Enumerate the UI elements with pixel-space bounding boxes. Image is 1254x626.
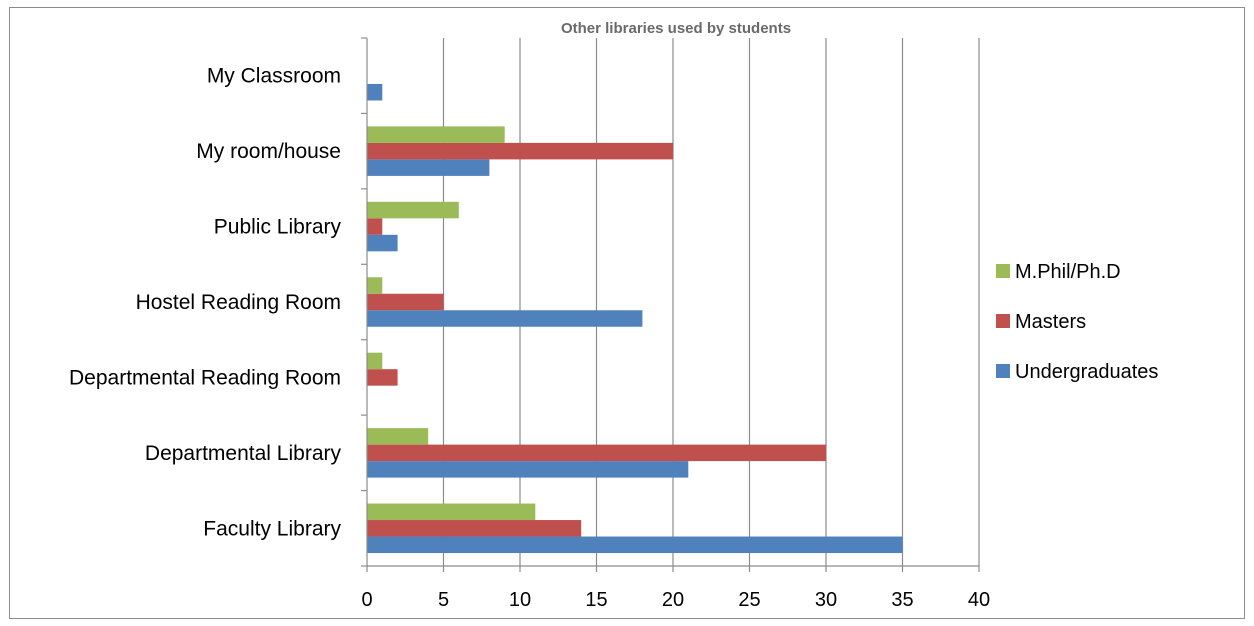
x-tick-label-0: 0 (361, 589, 372, 611)
bar-masters-departmental-library (367, 444, 826, 462)
x-tick-label-25: 25 (738, 589, 760, 611)
bar-m-phil-ph-d-departmental-reading-room (367, 352, 383, 370)
bar-masters-public-library (367, 218, 383, 235)
bar-undergraduates-hostel-reading-room (367, 310, 643, 327)
category-label-hostel-reading-room: Hostel Reading Room (136, 291, 341, 314)
legend-label-m-phil-ph-d: M.Phil/Ph.D (1015, 261, 1121, 283)
bar-m-phil-ph-d-hostel-reading-room (367, 277, 383, 294)
legend-label-undergraduates: Undergraduates (1015, 361, 1158, 383)
x-tick-label-15: 15 (585, 589, 607, 611)
bar-undergraduates-my-room-house (367, 159, 490, 176)
category-label-departmental-reading-room: Departmental Reading Room (69, 366, 341, 389)
chart-title: Other libraries used by students (561, 20, 791, 37)
legend-label-masters: Masters (1015, 311, 1086, 333)
legend-swatch-masters (996, 314, 1010, 328)
x-tick-label-35: 35 (891, 589, 913, 611)
category-label-faculty-library: Faculty Library (203, 517, 341, 540)
bar-undergraduates-departmental-library (367, 461, 689, 478)
bar-m-phil-ph-d-my-room-house (367, 126, 505, 143)
x-tick-label-20: 20 (662, 589, 684, 611)
x-tick-label-10: 10 (509, 589, 531, 611)
bar-m-phil-ph-d-faculty-library (367, 503, 536, 521)
bar-masters-faculty-library (367, 520, 582, 537)
bar-masters-departmental-reading-room (367, 369, 398, 386)
bar-masters-my-room-house (367, 142, 673, 160)
category-label-departmental-library: Departmental Library (145, 442, 342, 465)
bar-undergraduates-faculty-library (367, 536, 903, 554)
category-label-my-room-house: My room/house (196, 140, 341, 163)
x-tick-label-30: 30 (815, 589, 837, 611)
bar-m-phil-ph-d-departmental-library (367, 428, 429, 445)
category-label-my-classroom: My Classroom (207, 65, 341, 88)
x-tick-label-5: 5 (438, 589, 449, 611)
bar-masters-hostel-reading-room (367, 293, 444, 311)
category-label-public-library: Public Library (214, 216, 342, 239)
bar-undergraduates-my-classroom (367, 83, 383, 101)
bar-undergraduates-public-library (367, 234, 398, 252)
legend-swatch-undergraduates (996, 364, 1010, 378)
bar-m-phil-ph-d-public-library (367, 201, 459, 219)
x-tick-label-40: 40 (968, 589, 990, 611)
legend-swatch-m-phil-ph-d (996, 264, 1010, 278)
